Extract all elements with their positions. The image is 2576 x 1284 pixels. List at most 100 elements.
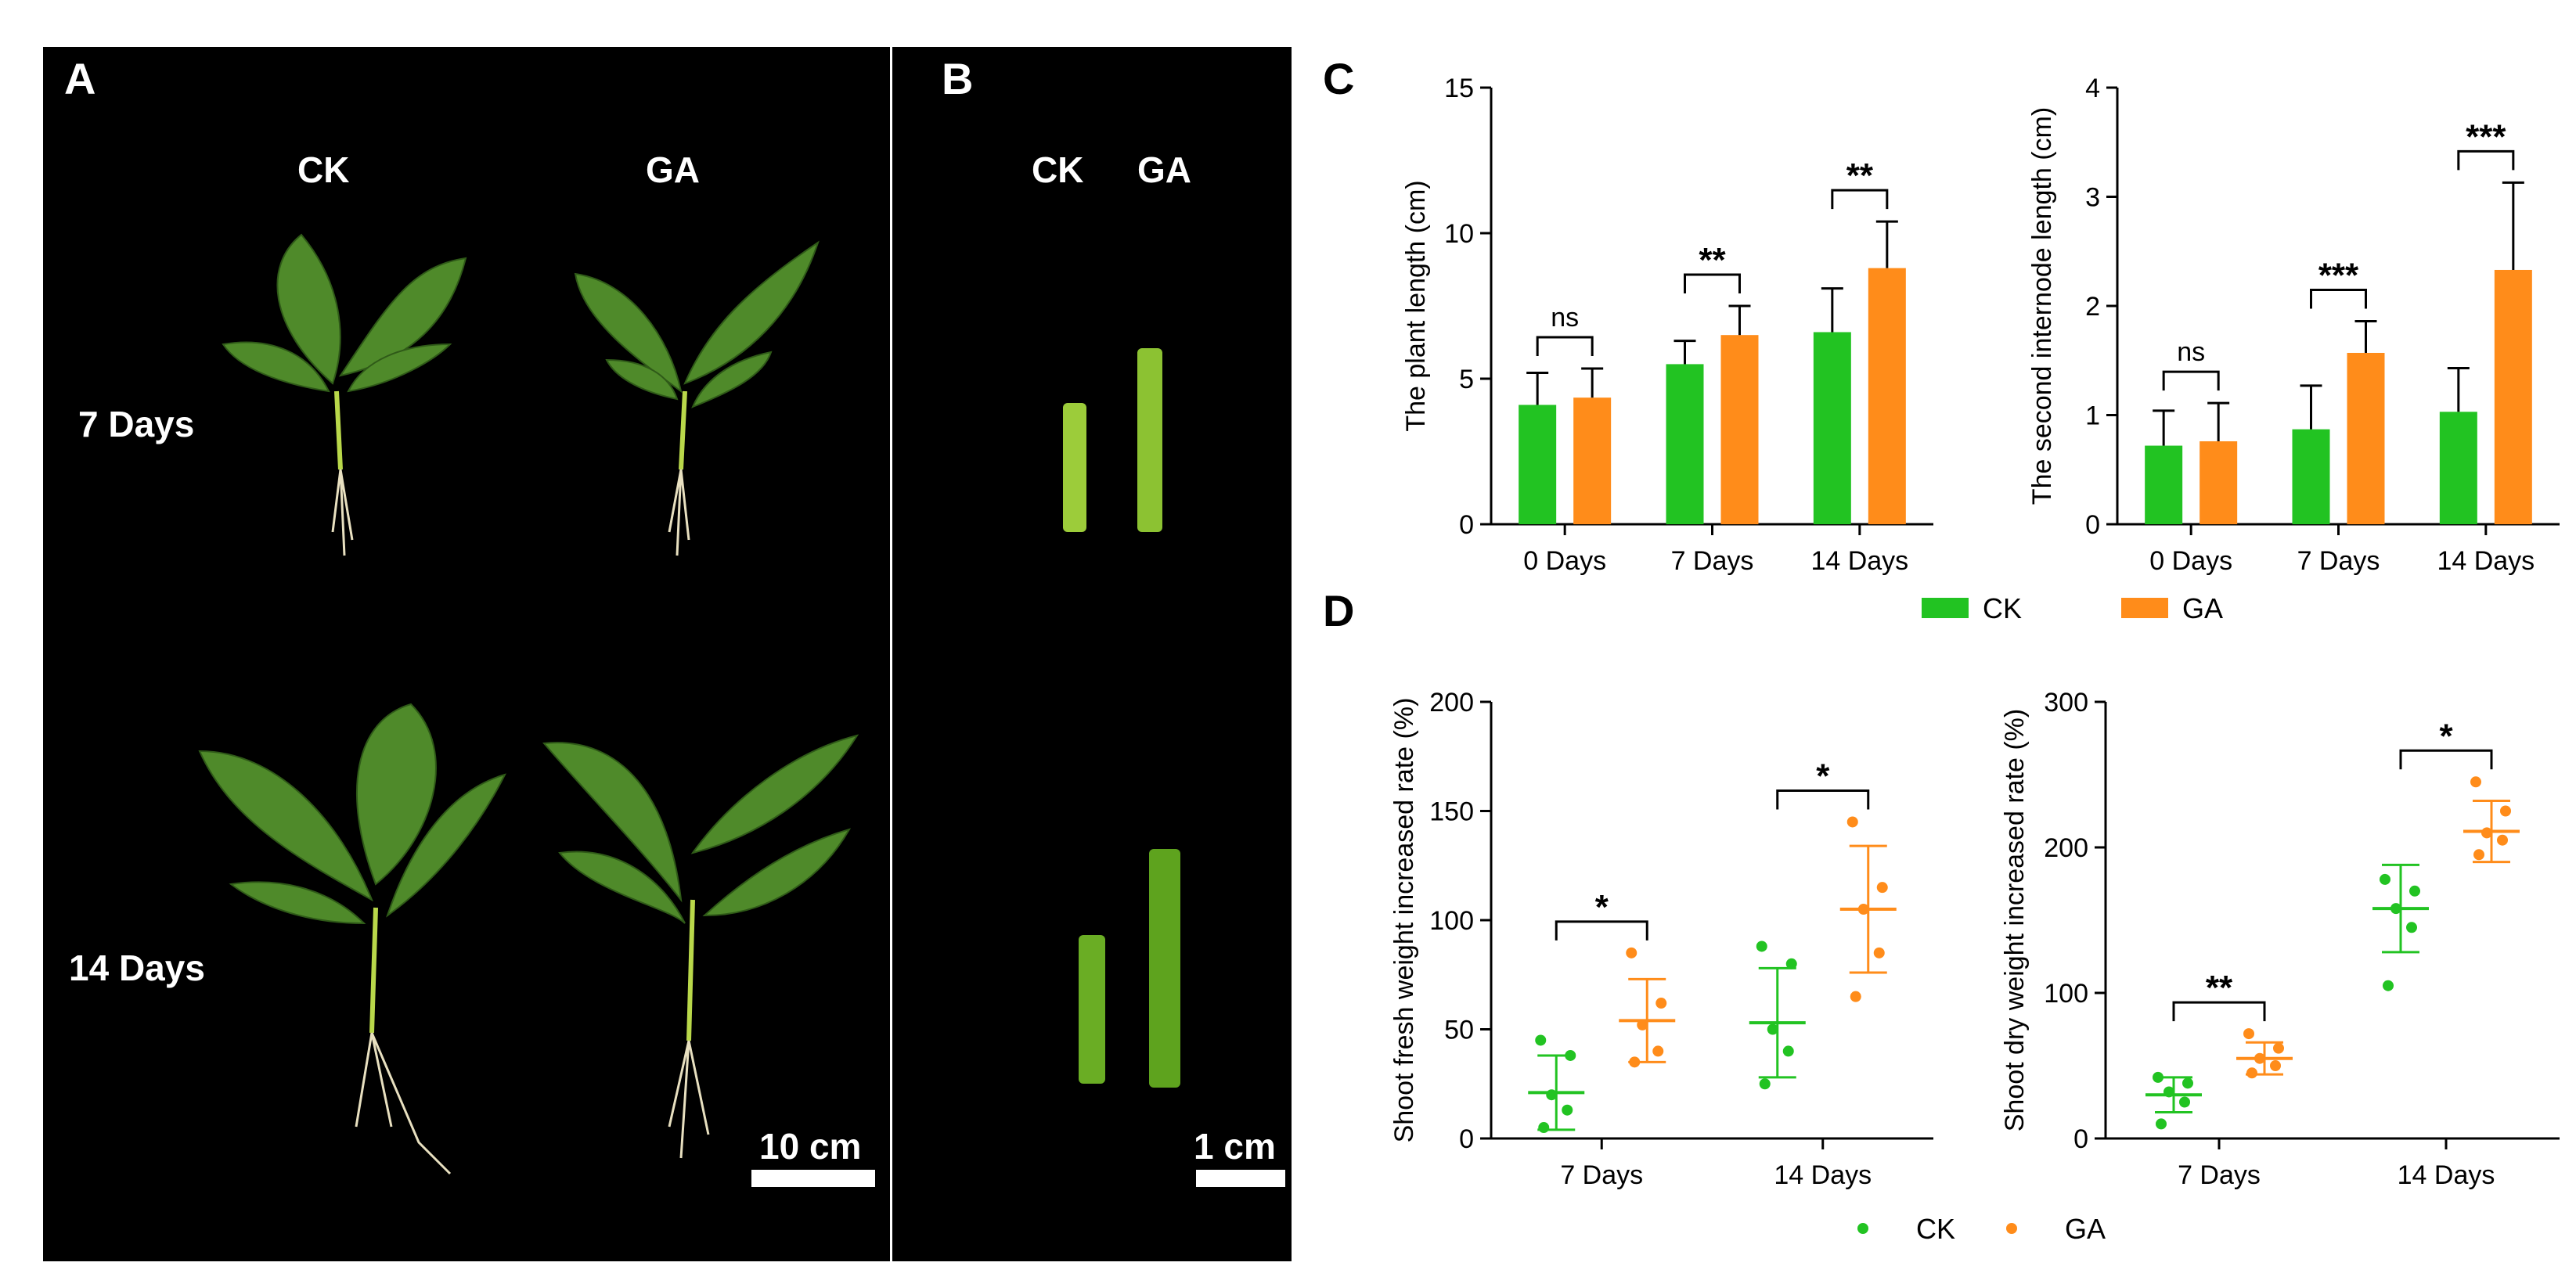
chart-1-x-tick-label: 0 Days	[2149, 546, 2232, 576]
legend-label-ga: GA	[2182, 592, 2223, 624]
photo-b-scale-label: 1 cm	[1194, 1126, 1276, 1167]
chart-2-significance-bracket	[1555, 920, 1648, 941]
legend-swatch-ck	[1922, 598, 1969, 618]
chart-2-point-ck	[1565, 1049, 1576, 1061]
chart-2-point-ck	[1767, 1023, 1778, 1035]
chart-1-bar-ck	[2292, 429, 2330, 524]
chart-3-y-tick-label: 100	[2044, 979, 2088, 1009]
chart-1-x-tick-label: 7 Days	[2297, 546, 2380, 576]
chart-3-point-ga	[2497, 834, 2508, 846]
chart-2-y-tick-label: 150	[1429, 797, 1474, 827]
chart-2-point-ga	[1629, 1056, 1641, 1068]
chart-2-point-ga	[1876, 882, 1888, 894]
chart-1-y-tick-label: 1	[2085, 401, 2100, 431]
legend-dot-label-ck: CK	[1916, 1213, 1955, 1245]
chart-2-point-ck	[1562, 1104, 1573, 1116]
chart-1-y-axis-label: The second internode length (cm)	[2027, 107, 2057, 505]
chart-3-x-tick-label: 7 Days	[2178, 1160, 2261, 1190]
chart-3-point-ga	[2481, 827, 2492, 839]
chart-3-point-ck	[2390, 903, 2401, 915]
chart-3-point-ck	[2153, 1071, 2163, 1083]
chart-0-significance-bracket	[1536, 336, 1594, 356]
chart-2-x-tick-label: 14 Days	[1774, 1160, 1872, 1190]
chart-0-y-tick-label: 15	[1444, 74, 1474, 103]
chart-0-x-tick-label: 0 Days	[1523, 546, 1606, 576]
chart-3-point-ga	[2273, 1042, 2284, 1054]
seedling-illustration-a	[198, 233, 859, 1175]
chart-0-y-tick-label: 5	[1459, 365, 1474, 394]
chart-2-y-tick-label: 50	[1444, 1016, 1474, 1045]
chart-2-point-ck	[1785, 958, 1797, 969]
stem-segment-illustration-b	[1063, 348, 1180, 1088]
chart-2-x-tick-label: 7 Days	[1560, 1160, 1643, 1190]
chart-3-point-ga	[2500, 805, 2511, 817]
chart-0-y-tick-label: 0	[1459, 510, 1474, 540]
chart-1-significance-label: ***	[2318, 257, 2359, 295]
chart-1-y-tick-label: 0	[2085, 510, 2100, 540]
panel-label-a: A	[64, 54, 96, 103]
chart-2-point-ga	[1857, 904, 1869, 915]
legend-swatch-ga	[2121, 598, 2168, 618]
chart-0-significance-bracket	[1831, 189, 1889, 210]
chart-3-x-tick-label: 14 Days	[2398, 1160, 2495, 1190]
chart-3-point-ck	[2179, 1096, 2190, 1108]
chart-3-significance-bracket	[2172, 1001, 2266, 1022]
chart-0-bar-ck	[1519, 405, 1557, 524]
chart-0-bar-ck	[1813, 332, 1851, 524]
chart-3-y-tick-label: 0	[2073, 1124, 2088, 1154]
chart-1-significance-bracket	[2162, 370, 2220, 391]
chart-3-point-ck	[2383, 980, 2394, 991]
photo-panel-b	[892, 47, 1292, 1261]
chart-3-point-ck	[2409, 885, 2420, 897]
panel-label-b: B	[942, 54, 974, 103]
chart-0-bar-ga	[1573, 397, 1612, 524]
chart-1-significance-label: ***	[2466, 117, 2506, 156]
chart-3-y-tick-label: 300	[2044, 688, 2088, 718]
chart-3-point-ga	[2254, 1052, 2265, 1064]
chart-0-significance-label: **	[1846, 156, 1874, 195]
chart-2-point-ga	[1637, 1019, 1648, 1030]
chart-3-significance-bracket	[2399, 749, 2493, 770]
chart-0-y-tick-label: 10	[1444, 219, 1474, 249]
photo-a-row-14-days: 14 Days	[69, 948, 205, 988]
chart-2-y-tick-label: 100	[1429, 906, 1474, 936]
chart-3-point-ga	[2470, 776, 2481, 788]
chart-2-point-ck	[1759, 1078, 1771, 1090]
chart-2-y-tick-label: 0	[1459, 1124, 1474, 1154]
chart-2-significance-label: *	[1816, 757, 1830, 795]
chart-3-point-ck	[2380, 873, 2390, 885]
chart-2-point-ck	[1756, 941, 1767, 952]
photo-a-scale-bar	[751, 1170, 875, 1187]
chart-1-significance-bracket	[2457, 149, 2515, 171]
panel-label-c: C	[1323, 54, 1355, 103]
chart-2-point-ga	[1626, 947, 1637, 959]
chart-3-y-axis-label: Shoot dry weight increased rate (%)	[2000, 709, 2030, 1131]
chart-2-significance-bracket	[1776, 789, 1870, 810]
chart-3-point-ck	[2163, 1086, 2174, 1098]
chart-3-point-ck	[2406, 922, 2417, 933]
chart-0-bar-ck	[1666, 364, 1704, 524]
chart-0-bar-ga	[1868, 268, 1906, 524]
chart-1-significance-label: ns	[2177, 337, 2205, 367]
chart-0-bar-ga	[1720, 335, 1759, 524]
panel-label-d: D	[1323, 586, 1355, 635]
chart-2-point-ga	[1652, 1045, 1664, 1057]
chart-2-point-ga	[1850, 991, 1861, 1002]
chart-1-y-tick-label: 3	[2085, 183, 2100, 213]
chart-3-y-tick-label: 200	[2044, 833, 2088, 863]
legend-dot-ck	[1857, 1223, 1868, 1234]
chart-3-significance-label: *	[2439, 717, 2453, 755]
chart-2-point-ck	[1538, 1122, 1550, 1134]
chart-1-bar-ga	[2200, 441, 2238, 524]
photo-panel-a	[43, 47, 890, 1261]
chart-1-y-tick-label: 4	[2085, 74, 2100, 103]
chart-0-x-tick-label: 7 Days	[1671, 546, 1754, 576]
chart-0-x-tick-label: 14 Days	[1810, 546, 1908, 576]
chart-2-point-ga	[1846, 816, 1858, 828]
chart-3-point-ga	[2243, 1028, 2254, 1040]
chart-3-point-ck	[2182, 1077, 2193, 1089]
chart-2-point-ck	[1535, 1034, 1547, 1046]
chart-0-y-axis-label: The plant length (cm)	[1401, 180, 1431, 431]
photo-b-scale-bar	[1196, 1170, 1285, 1187]
chart-3-point-ga	[2473, 849, 2484, 861]
